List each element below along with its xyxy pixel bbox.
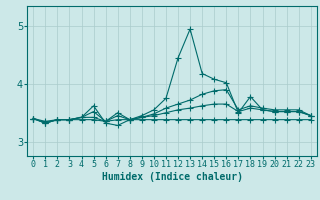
X-axis label: Humidex (Indice chaleur): Humidex (Indice chaleur) [101, 172, 243, 182]
